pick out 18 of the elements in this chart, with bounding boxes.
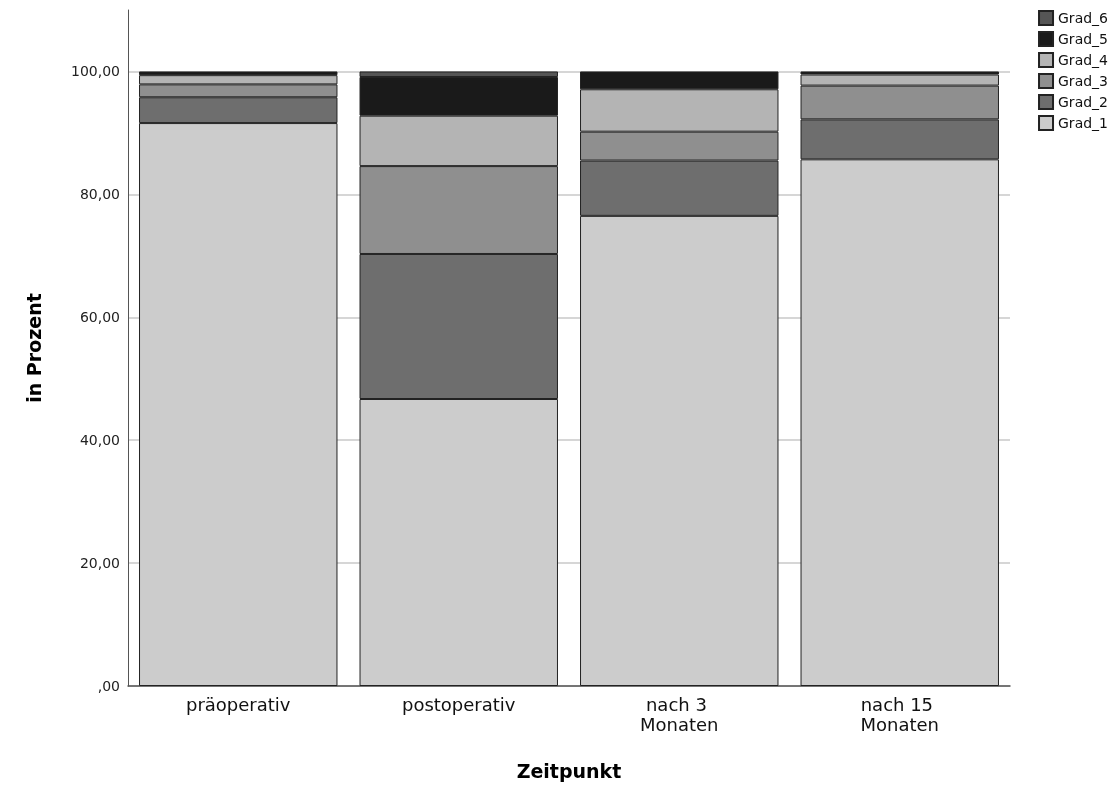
y-tick-label: 40,00	[79, 432, 120, 449]
y-axis-title: in Prozent	[22, 293, 45, 403]
legend-label: Grad_2	[1058, 94, 1109, 110]
y-tick-label: 100,00	[71, 63, 120, 80]
legend-label: Grad_4	[1058, 52, 1109, 68]
y-tick-label: 20,00	[79, 555, 120, 572]
x-tick-label: postoperativ	[401, 693, 516, 715]
y-tick-label: ,00	[97, 678, 120, 694]
x-tick-label: nach 15 Monaten	[860, 693, 940, 735]
y-tick-label: 80,00	[79, 186, 120, 203]
x-axis-title: Zeitpunkt	[516, 759, 622, 782]
y-tick-label: 60,00	[79, 309, 120, 326]
legend-label: Grad_1	[1058, 115, 1109, 131]
legend-label: Grad_6	[1058, 10, 1109, 26]
x-tick-label: nach 3 Monaten	[639, 693, 719, 735]
legend-label: Grad_5	[1058, 31, 1109, 47]
x-tick-label: präoperativ	[185, 693, 291, 715]
legend-label: Grad_3	[1058, 73, 1109, 89]
